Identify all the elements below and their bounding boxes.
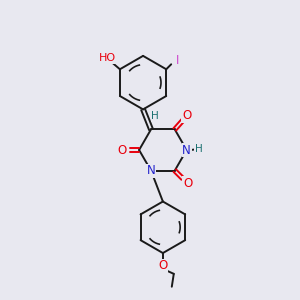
Text: O: O <box>183 177 192 190</box>
Text: O: O <box>182 109 191 122</box>
Text: H: H <box>195 144 203 154</box>
Text: O: O <box>118 143 127 157</box>
Text: N: N <box>147 164 155 177</box>
Text: HO: HO <box>98 53 116 63</box>
Text: I: I <box>176 54 179 67</box>
Text: O: O <box>158 260 167 272</box>
Text: N: N <box>182 143 191 157</box>
Text: H: H <box>152 111 159 121</box>
